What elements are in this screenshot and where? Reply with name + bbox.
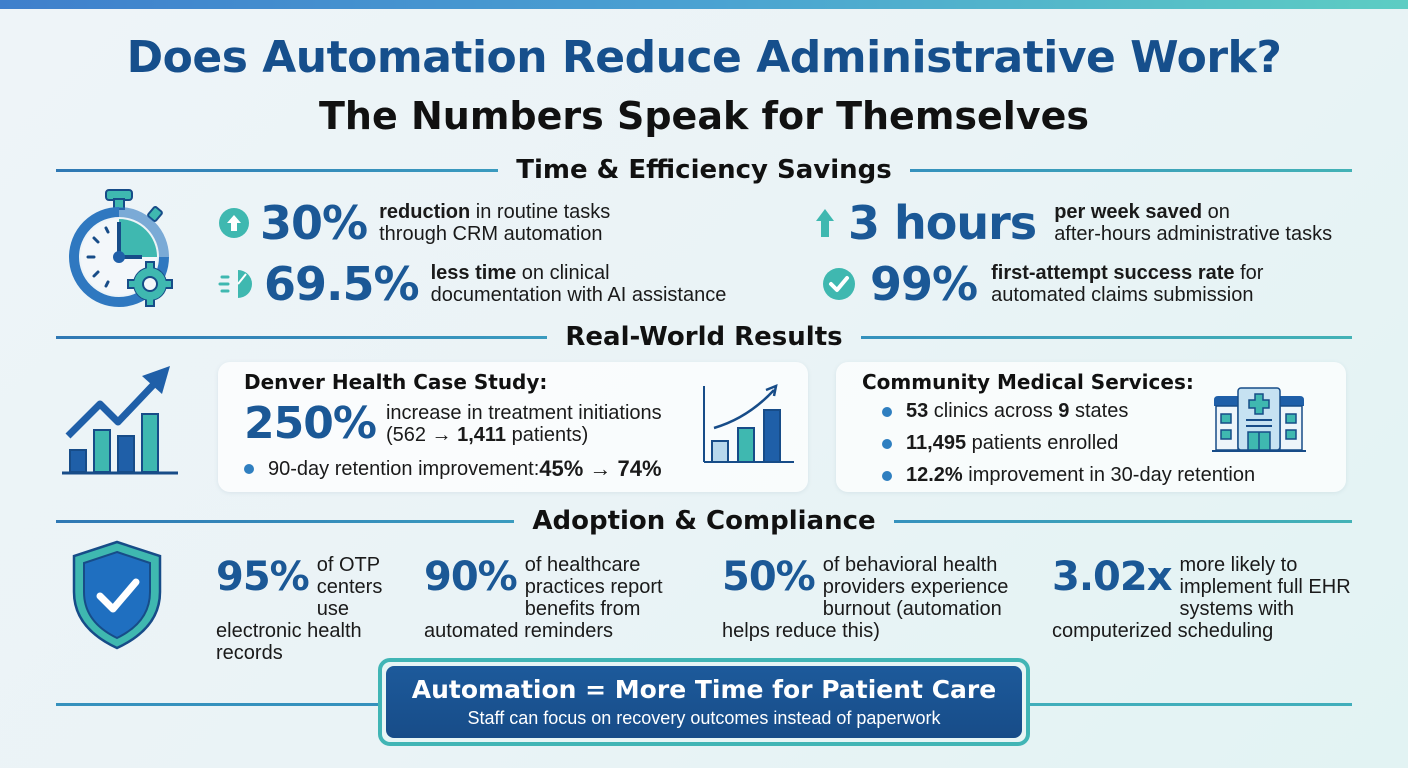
- stat-text: of behavioral health providers experienc…: [722, 554, 1009, 642]
- adoption-stat-burnout: 50% of behavioral health providers exper…: [722, 554, 1022, 642]
- stat-text-line2: automated claims submission: [991, 284, 1254, 306]
- bullet-bold: 11,495: [906, 432, 967, 454]
- bullet-bold: 53: [906, 400, 929, 422]
- adoption-stat-reminders: 90% of healthcare practices report benef…: [424, 554, 694, 642]
- divider: [56, 519, 515, 523]
- bullet-dot: [882, 438, 892, 449]
- stopwatch-gear-icon: [64, 188, 180, 310]
- check-circle-icon: [822, 267, 856, 301]
- community-medical-card: Community Medical Services: 53 clinics a…: [836, 362, 1346, 492]
- stat-bold: reduction: [379, 201, 471, 223]
- page-title: Does Automation Reduce Administrative Wo…: [126, 32, 1282, 83]
- section-header-results: Real-World Results: [56, 322, 1353, 352]
- adoption-stat-ehr: 95% of OTP centers use electronic health…: [216, 554, 396, 664]
- clinics-bullet: 53 clinics across 9 states: [882, 400, 1128, 423]
- stat-value: 99%: [870, 257, 978, 311]
- stat-value: 3 hours: [848, 196, 1037, 250]
- trend-chart-icon: [60, 364, 180, 476]
- stat-bold: less time: [430, 262, 517, 284]
- bullet-text: clinics across: [928, 400, 1059, 422]
- stat-text: increase in treatment initiations: [385, 401, 662, 424]
- stat-value: 3.02x: [1052, 554, 1172, 600]
- page-subtitle: The Numbers Speak for Themselves: [318, 94, 1089, 138]
- stat-text: of OTP centers use electronic health rec…: [216, 554, 383, 664]
- stat-bold: 1,411: [457, 423, 507, 446]
- stat-text: on: [1202, 201, 1230, 223]
- section-title: Real-World Results: [565, 322, 843, 352]
- stat-value: 69.5%: [264, 257, 420, 311]
- hospital-icon: [1212, 386, 1306, 452]
- arrow-up-icon: [814, 207, 836, 239]
- arrow-up-circle-icon: [218, 207, 250, 239]
- retention-bullet: 90-day retention improvement: 45% → 74%: [244, 456, 662, 482]
- stat-bold: first-attempt success rate: [991, 262, 1235, 284]
- stat-hours-saved: 3 hours per week saved on after-hours ad…: [814, 196, 1332, 250]
- divider: [860, 335, 1353, 339]
- bullet-bold: 9: [1058, 400, 1070, 422]
- stat-value: 250%: [244, 398, 377, 449]
- conclusion-banner: Automation = More Time for Patient Care …: [378, 658, 1030, 746]
- top-accent-bar: [0, 0, 1408, 9]
- shield-check-icon: [70, 540, 164, 650]
- stat-text-line2: documentation with AI assistance: [430, 284, 727, 306]
- stat-value: 95%: [216, 554, 310, 600]
- retention-30-bullet: 12.2% improvement in 30-day retention: [882, 464, 1255, 487]
- divider: [909, 168, 1353, 172]
- bar-chart-growth-icon: [700, 382, 796, 466]
- stat-value: 30%: [260, 196, 368, 250]
- bullet-bold: 12.2%: [906, 464, 963, 486]
- section-title: Time & Efficiency Savings: [516, 155, 892, 185]
- stat-crm-reduction: 30% reduction in routine tasks through C…: [218, 196, 610, 250]
- stat-claims-success: 99% first-attempt success rate for autom…: [822, 257, 1263, 311]
- divider: [56, 703, 378, 706]
- stat-text: more likely to implement full EHR system…: [1052, 554, 1351, 642]
- bullet-text: patients enrolled: [966, 432, 1119, 454]
- bullet-dot: [244, 464, 254, 474]
- stat-text: (562 →: [385, 423, 458, 446]
- stat-text: on clinical: [516, 262, 610, 284]
- bullet-text: 90-day retention improvement:: [268, 457, 540, 480]
- stat-treatment-increase: 250% increase in treatment initiations (…: [244, 398, 662, 449]
- section-title: Adoption & Compliance: [532, 506, 876, 536]
- divider: [1030, 703, 1352, 706]
- stat-text-line2: after-hours administrative tasks: [1054, 223, 1333, 245]
- stat-text: of healthcare practices report benefits …: [424, 554, 663, 642]
- stat-documentation-time: 69.5% less time on clinical documentatio…: [218, 257, 726, 311]
- divider: [56, 335, 548, 339]
- bullet-text: improvement in 30-day retention: [962, 464, 1256, 486]
- bullet-dot: [882, 406, 892, 417]
- card-title: Community Medical Services:: [862, 370, 1194, 394]
- bullet-dot: [882, 470, 892, 481]
- denver-health-card: Denver Health Case Study: 250% increase …: [218, 362, 808, 492]
- divider: [893, 519, 1352, 523]
- adoption-stat-ehr-scheduling: 3.02x more likely to implement full EHR …: [1052, 554, 1362, 642]
- stat-value: 90%: [424, 554, 518, 600]
- section-header-time: Time & Efficiency Savings: [56, 155, 1353, 185]
- bullet-bold: 45% → 74%: [539, 456, 662, 481]
- patients-bullet: 11,495 patients enrolled: [882, 432, 1118, 455]
- stat-text-line2: through CRM automation: [379, 223, 603, 245]
- card-title: Denver Health Case Study:: [244, 370, 548, 394]
- stat-text: for: [1234, 262, 1264, 284]
- banner-subtitle: Staff can focus on recovery outcomes ins…: [467, 708, 941, 728]
- stat-value: 50%: [722, 554, 816, 600]
- stat-text: patients): [506, 423, 589, 446]
- speed-pie-icon: [218, 267, 254, 301]
- banner-title: Automation = More Time for Patient Care: [411, 675, 997, 704]
- bullet-text: states: [1069, 400, 1129, 422]
- stat-text: in routine tasks: [470, 201, 611, 223]
- section-header-adoption: Adoption & Compliance: [56, 506, 1352, 536]
- divider: [56, 168, 499, 172]
- stat-bold: per week saved: [1054, 201, 1203, 223]
